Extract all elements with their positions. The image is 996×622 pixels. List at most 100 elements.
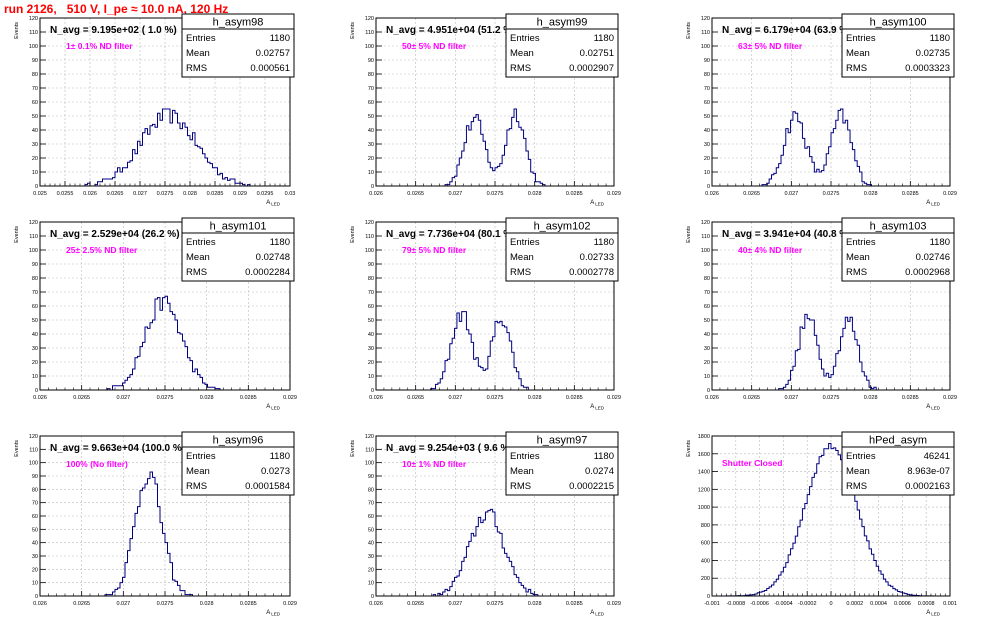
y-tick-label: 0 — [371, 184, 374, 190]
y-tick-label: 120 — [29, 434, 38, 440]
y-tick-label: 70 — [32, 501, 38, 507]
x-tick-label: 0.0265 — [107, 191, 124, 197]
panel-header: N_avg = 9.663e+04 (100.0 %) — [50, 443, 185, 454]
y-tick-label: 30 — [32, 142, 38, 148]
x-tick-label: 0.0265 — [407, 191, 424, 197]
x-tick-label: 0.0265 — [73, 601, 90, 607]
y-tick-label: 90 — [32, 474, 38, 480]
y-tick-label: 1800 — [698, 434, 710, 440]
stats-mean-value: 0.02757 — [256, 48, 290, 59]
y-tick-label: 100 — [29, 461, 38, 467]
y-tick-label: 50 — [368, 527, 374, 533]
x-tick-label: 0.027 — [448, 191, 462, 197]
x-tick-label: 0.026 — [369, 601, 383, 607]
y-tick-label: 70 — [368, 86, 374, 92]
y-tick-label: 50 — [32, 318, 38, 324]
x-tick-label: 0.0285 — [566, 191, 583, 197]
histogram-panel-h_asym101: 0.026 0.0265 0.027 0.0275 0.028 0.0285 0.029 0 1… — [14, 217, 297, 411]
stats-entries-label: Entries — [186, 33, 216, 44]
y-tick-label: 90 — [368, 58, 374, 64]
stats-box — [841, 232, 955, 282]
x-tick-label: 0.028 — [200, 601, 214, 607]
y-tick-label: 40 — [368, 128, 374, 134]
stats-box — [841, 28, 955, 78]
y-tick-label: 40 — [32, 128, 38, 134]
y-tick-label: 10 — [32, 581, 38, 587]
y-tick-label: 20 — [32, 567, 38, 573]
histogram-title: h_asym98 — [213, 17, 264, 29]
histogram-title: hPed_asym — [869, 435, 927, 447]
x-tick-label: 0.028 — [528, 395, 542, 401]
x-tick-label: 0.028 — [183, 191, 197, 197]
stats-entries-label: Entries — [510, 33, 540, 44]
x-tick-label: 0.027 — [784, 191, 798, 197]
x-tick-label: 0.0275 — [157, 191, 174, 197]
stats-entries-value: 1180 — [594, 33, 614, 44]
x-tick-label: 0.026 — [369, 395, 383, 401]
y-tick-label: 40 — [704, 332, 710, 338]
y-tick-label: 0 — [35, 594, 38, 600]
y-axis-label: Events — [350, 440, 356, 457]
y-tick-label: 40 — [368, 332, 374, 338]
histogram-panel-h_asym102: 0.026 0.0265 0.027 0.0275 0.028 0.0285 0.029 0 1… — [350, 217, 621, 411]
y-tick-label: 70 — [32, 86, 38, 92]
x-axis-label: ALED — [926, 610, 941, 617]
y-axis-label: Events — [686, 226, 692, 243]
x-axis-label: ALED — [590, 404, 605, 411]
stats-rms-value: 0.0002778 — [569, 267, 614, 278]
x-tick-label: 0.029 — [607, 601, 621, 607]
y-tick-label: 100 — [29, 248, 38, 254]
x-tick-label: 0.0275 — [487, 601, 504, 607]
x-tick-label: 0.0002 — [846, 601, 863, 607]
y-tick-label: 120 — [365, 16, 374, 22]
stats-rms-value: 0.0001584 — [245, 481, 290, 492]
histogram-title: h_asym100 — [870, 17, 927, 29]
x-tick-label: 0.0275 — [823, 395, 840, 401]
stats-box — [505, 446, 619, 496]
x-tick-label: -0.0004 — [774, 601, 793, 607]
histogram-panel-h_asym100: 0.026 0.0265 0.027 0.0275 0.028 0.0285 0.029 0 1… — [686, 13, 957, 207]
stats-rms-label: RMS — [510, 63, 531, 74]
stats-rms-value: 0.0002968 — [905, 267, 950, 278]
x-tick-label: 0.026 — [83, 191, 97, 197]
y-tick-label: 100 — [701, 248, 710, 254]
x-tick-label: -0.0008 — [726, 601, 745, 607]
filter-label: Shutter Closed — [722, 458, 782, 468]
x-tick-label: 0.028 — [528, 191, 542, 197]
stats-mean-value: 8.963e-07 — [907, 466, 950, 477]
x-tick-label: 0.025 — [33, 191, 47, 197]
y-tick-label: 20 — [32, 156, 38, 162]
stats-entries-label: Entries — [510, 237, 540, 248]
y-tick-label: 30 — [704, 142, 710, 148]
stats-mean-label: Mean — [510, 466, 534, 477]
x-tick-label: 0.0004 — [870, 601, 887, 607]
x-tick-label: 0.027 — [448, 395, 462, 401]
x-tick-label: 0.029 — [283, 601, 297, 607]
x-axis-label: ALED — [266, 200, 281, 207]
y-tick-label: 30 — [32, 346, 38, 352]
y-tick-label: 40 — [368, 541, 374, 547]
filter-label: 100% (No filter) — [66, 459, 128, 469]
y-tick-label: 100 — [29, 44, 38, 50]
x-tick-label: 0.0275 — [823, 191, 840, 197]
histogram-panel-h_asym97: 0.026 0.0265 0.027 0.0275 0.028 0.0285 0.029 0 1… — [350, 431, 621, 617]
y-tick-label: 20 — [368, 567, 374, 573]
x-tick-label: 0.0265 — [407, 395, 424, 401]
y-tick-label: 70 — [704, 86, 710, 92]
y-tick-label: 10 — [368, 170, 374, 176]
stats-entries-label: Entries — [846, 33, 876, 44]
stats-mean-label: Mean — [186, 48, 210, 59]
stats-box — [841, 446, 955, 496]
stats-rms-label: RMS — [186, 267, 207, 278]
y-tick-label: 10 — [704, 170, 710, 176]
histogram-title: h_asym101 — [210, 221, 267, 233]
stats-rms-label: RMS — [186, 481, 207, 492]
stats-mean-value: 0.02735 — [916, 48, 950, 59]
x-tick-label: 0.029 — [607, 191, 621, 197]
y-tick-label: 60 — [368, 514, 374, 520]
y-tick-label: 20 — [704, 156, 710, 162]
y-tick-label: 90 — [368, 474, 374, 480]
stats-box — [505, 28, 619, 78]
x-tick-label: 0.0006 — [894, 601, 911, 607]
